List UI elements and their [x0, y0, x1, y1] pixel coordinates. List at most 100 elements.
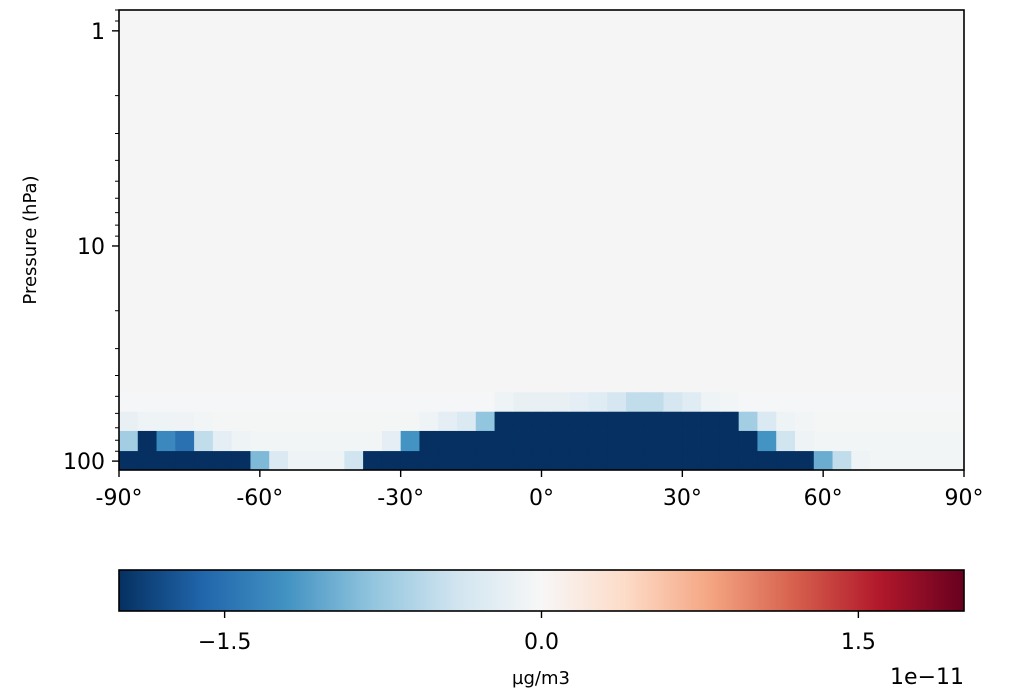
heatmap-cell [550, 411, 571, 431]
heatmap-cell [119, 450, 139, 471]
heatmap-cell [682, 430, 702, 452]
heatmap-cell [926, 411, 946, 431]
heatmap-cell [475, 411, 495, 431]
heatmap-cell [175, 411, 195, 431]
heatmap-cell [156, 392, 176, 412]
x-tick-label: -90° [96, 486, 143, 511]
heatmap-cell [231, 411, 251, 431]
heatmap-cell [795, 450, 815, 471]
heatmap-cell [231, 392, 251, 412]
heatmap-cell [532, 411, 552, 431]
heatmap-cell [832, 430, 852, 452]
heatmap-cell [644, 450, 664, 471]
heatmap-cell [194, 411, 214, 431]
heatmap-cell [175, 450, 195, 471]
y-tick-label: 1 [91, 20, 105, 45]
heatmap-cell [457, 392, 477, 412]
heatmap-cell [888, 430, 909, 452]
heatmap-cell [926, 392, 946, 412]
heatmap-cell [644, 392, 664, 412]
heatmap-cell [212, 430, 233, 452]
heatmap-cell [870, 411, 890, 431]
heatmap-cell [888, 392, 909, 412]
heatmap-cell [438, 450, 458, 471]
heatmap-cell [306, 411, 326, 431]
heatmap-cell [194, 392, 214, 412]
heatmap-cell [832, 411, 852, 431]
x-tick-label: 60° [804, 486, 843, 511]
heatmap-cell [569, 392, 589, 412]
heatmap-cell [400, 430, 420, 452]
heatmap-cell [663, 411, 683, 431]
heatmap-cell [419, 411, 439, 431]
heatmap-cell [532, 450, 552, 471]
heatmap-cell [795, 411, 815, 431]
heatmap-cell [757, 411, 777, 431]
heatmap-cell [306, 430, 326, 452]
heatmap-cell [813, 450, 833, 471]
heatmap-cell [795, 430, 815, 452]
heatmap-cell [738, 411, 758, 431]
heatmap-cell [644, 411, 664, 431]
heatmap-cell [701, 450, 721, 471]
y-tick-label: 10 [77, 235, 105, 260]
heatmap-cell [306, 450, 326, 471]
heatmap-cell [137, 392, 157, 412]
heatmap-cell [269, 392, 289, 412]
heatmap-cell [513, 392, 533, 412]
heatmap-cell [269, 411, 289, 431]
heatmap-cell [682, 450, 702, 471]
heatmap-cell [851, 392, 871, 412]
heatmap-cell [907, 411, 927, 431]
heatmap-cell [851, 430, 871, 452]
heatmap-cell [250, 411, 270, 431]
heatmap-cell [719, 392, 740, 412]
heatmap-cell [870, 450, 890, 471]
heatmap-cells [119, 392, 965, 471]
heatmap-cell [626, 392, 646, 412]
heatmap-cell [363, 392, 383, 412]
heatmap-cell [776, 430, 796, 452]
heatmap-cell [719, 430, 740, 452]
heatmap-cell [250, 392, 270, 412]
heatmap-cell [419, 450, 439, 471]
heatmap-cell [137, 411, 157, 431]
heatmap-cell [626, 430, 646, 452]
heatmap-cell [156, 430, 176, 452]
heatmap-cell [175, 430, 195, 452]
heatmap-cell [851, 411, 871, 431]
heatmap-cell [907, 430, 927, 452]
heatmap-cell [813, 392, 833, 412]
heatmap-cell [288, 392, 308, 412]
x-axis: -90° -60° -30° 0° 30° 60° 90° [96, 470, 984, 511]
heatmap-cell [288, 450, 308, 471]
heatmap-cell [306, 392, 326, 412]
heatmap-cell [588, 392, 608, 412]
heatmap-cell [419, 392, 439, 412]
heatmap-cell [738, 392, 758, 412]
colorbar-tick-label: 1.5 [841, 630, 876, 655]
heatmap-cell [325, 430, 345, 452]
heatmap-cell [832, 450, 852, 471]
heatmap-cell [381, 411, 402, 431]
heatmap-cell [119, 430, 139, 452]
heatmap-cell [907, 450, 927, 471]
heatmap-cell [325, 411, 345, 431]
heatmap-cell [363, 430, 383, 452]
colorbar-tick-label: −1.5 [198, 630, 251, 655]
heatmap-cell [381, 450, 402, 471]
heatmap-cell [757, 450, 777, 471]
heatmap-cell [682, 411, 702, 431]
heatmap-cell [738, 430, 758, 452]
heatmap-cell [137, 430, 157, 452]
heatmap-cell [400, 411, 420, 431]
y-axis-label: Pressure (hPa) [20, 175, 41, 304]
heatmap-cell [945, 430, 965, 452]
heatmap-cell [344, 450, 364, 471]
heatmap-cell [231, 450, 251, 471]
heatmap-cell [588, 430, 608, 452]
heatmap-cell [795, 392, 815, 412]
heatmap-cell [907, 392, 927, 412]
colorbar-ticks: −1.5 0.0 1.5 [198, 611, 876, 655]
